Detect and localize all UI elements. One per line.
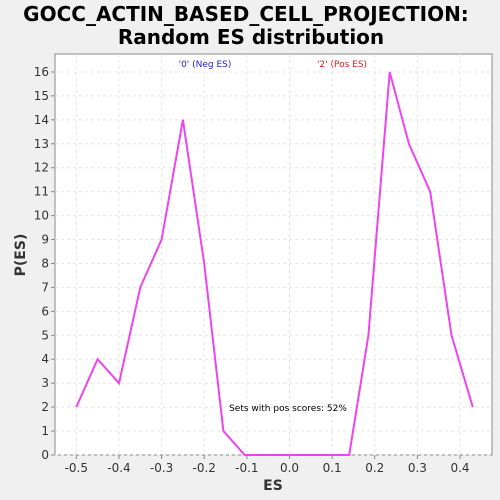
legend-pos-es: '2' (Pos ES) (317, 60, 367, 70)
series-layer (75, 71, 474, 456)
series-line (75, 71, 474, 456)
pos-score-annotation: Sets with pos scores: 52% (229, 404, 347, 414)
y-tick-label: 6 (41, 304, 49, 318)
x-tick-label: 0.3 (408, 461, 427, 475)
x-tick-label: -0.2 (193, 461, 216, 475)
y-axis-label: P(ES) (13, 234, 29, 277)
x-tick-label: -0.5 (65, 461, 88, 475)
x-tick-label: 0.0 (280, 461, 299, 475)
y-tick-label: 12 (34, 161, 49, 175)
y-tick-label: 7 (41, 280, 49, 294)
y-tick-label: 16 (34, 65, 49, 79)
y-tick-label: 14 (34, 113, 49, 127)
y-tick-label: 1 (41, 424, 49, 438)
x-tick-label: 0.1 (323, 461, 342, 475)
x-axis-label: ES (263, 478, 283, 494)
y-tick-label: 11 (34, 185, 49, 199)
y-tick-label: 3 (41, 376, 49, 390)
y-tick-label: 4 (41, 352, 49, 366)
y-tick-label: 10 (34, 209, 49, 223)
tick-layer: -0.5 -0.4 -0.3 -0.2 -0.1 0.0 0.1 0.2 0.3 0.401234… (34, 65, 470, 475)
plot-area (54, 53, 493, 456)
y-tick-label: 9 (41, 233, 49, 247)
legend-neg-es: '0' (Neg ES) (179, 60, 232, 70)
y-tick-label: 2 (41, 400, 49, 414)
y-tick-label: 8 (41, 256, 49, 270)
y-tick-label: 5 (41, 328, 49, 342)
x-tick-label: -0.4 (107, 461, 130, 475)
x-tick-label: -0.3 (150, 461, 173, 475)
x-tick-label: -0.1 (235, 461, 258, 475)
chart-title-line2: Random ES distribution (118, 25, 384, 49)
x-tick-label: 0.2 (365, 461, 384, 475)
y-tick-label: 0 (41, 448, 49, 462)
y-tick-label: 15 (34, 89, 49, 103)
chart-title-line1: GOCC_ACTIN_BASED_CELL_PROJECTION: (23, 2, 469, 26)
x-tick-label: 0.4 (450, 461, 469, 475)
y-tick-label: 13 (34, 137, 49, 151)
